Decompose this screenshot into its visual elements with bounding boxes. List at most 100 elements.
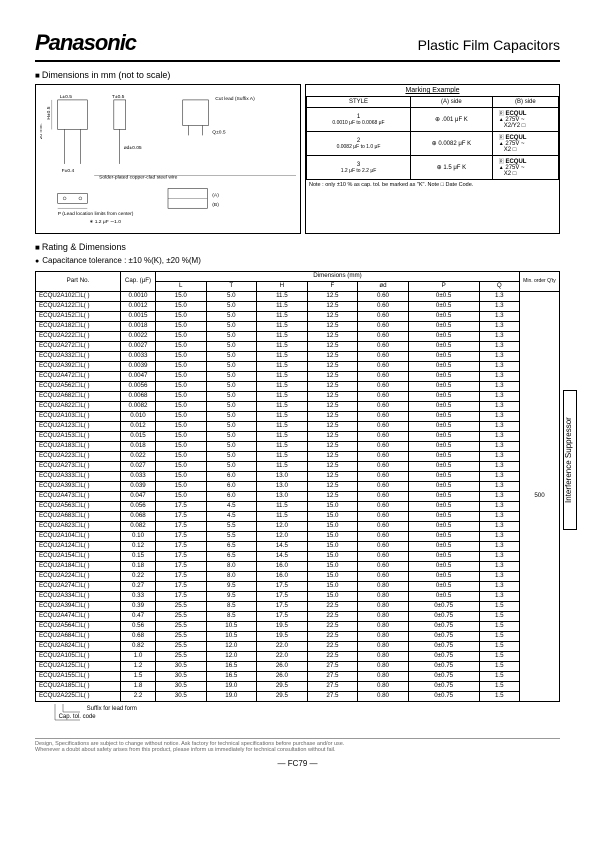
cell-d: 0.60 bbox=[358, 432, 409, 442]
cell-f: 27.5 bbox=[307, 682, 358, 692]
cell-f: 12.5 bbox=[307, 412, 358, 422]
cell-d: 0.80 bbox=[358, 692, 409, 702]
cell-p: 0±0.5 bbox=[408, 382, 479, 392]
label-h: H±0.5 bbox=[46, 106, 52, 119]
cell-h: 13.0 bbox=[257, 472, 308, 482]
cell-t: 5.0 bbox=[206, 342, 257, 352]
cell-f: 12.5 bbox=[307, 402, 358, 412]
cell-l: 15.0 bbox=[156, 422, 207, 432]
cell-d: 0.60 bbox=[358, 312, 409, 322]
table-row: ECQU2A222☐L( ) 0.0022 15.0 5.0 11.5 12.5… bbox=[36, 332, 560, 342]
cell-t: 5.0 bbox=[206, 362, 257, 372]
cell-d: 0.60 bbox=[358, 362, 409, 372]
cell-cap: 0.0033 bbox=[121, 352, 156, 362]
cell-t: 9.5 bbox=[206, 582, 257, 592]
cell-p: 0±0.5 bbox=[408, 502, 479, 512]
table-row: ECQU2A473☐L( ) 0.047 15.0 6.0 13.0 12.5 … bbox=[36, 492, 560, 502]
cell-f: 15.0 bbox=[307, 532, 358, 542]
cell-q: 1.5 bbox=[479, 632, 519, 642]
cell-q: 1.3 bbox=[479, 312, 519, 322]
cell-d: 0.60 bbox=[358, 512, 409, 522]
cell-d: 0.80 bbox=[358, 622, 409, 632]
cell-cap: 1.0 bbox=[121, 652, 156, 662]
cell-t: 10.5 bbox=[206, 622, 257, 632]
cell-l: 15.0 bbox=[156, 492, 207, 502]
cell-pn: ECQU2A124☐L( ) bbox=[36, 542, 121, 552]
cell-pn: ECQU2A563☐L( ) bbox=[36, 502, 121, 512]
cell-p: 0±0.5 bbox=[408, 522, 479, 532]
page-header: Panasonic Plastic Film Capacitors bbox=[35, 30, 560, 62]
marking-row: 10.0010 μF to 0.0068 μF ⊕ .001 μF K 🅁 EC… bbox=[307, 108, 559, 132]
label-l: L±0.5 bbox=[60, 94, 73, 100]
cell-t: 5.0 bbox=[206, 452, 257, 462]
cell-h: 17.5 bbox=[257, 612, 308, 622]
cell-p: 0±0.75 bbox=[408, 622, 479, 632]
cell-pn: ECQU2A332☐L( ) bbox=[36, 352, 121, 362]
cell-h: 19.5 bbox=[257, 632, 308, 642]
cell-l: 17.5 bbox=[156, 562, 207, 572]
cell-d: 0.80 bbox=[358, 592, 409, 602]
cell-d: 0.60 bbox=[358, 442, 409, 452]
cell-cap: 0.0015 bbox=[121, 312, 156, 322]
cell-p: 0±0.5 bbox=[408, 472, 479, 482]
cell-h: 11.5 bbox=[257, 372, 308, 382]
rating-heading: Rating & Dimensions bbox=[35, 242, 560, 252]
cell-pn: ECQU2A684☐L( ) bbox=[36, 632, 121, 642]
marking-example-box: Marking Example STYLE (A) side (B) side … bbox=[305, 84, 560, 234]
cell-p: 0±0.5 bbox=[408, 432, 479, 442]
cell-l: 15.0 bbox=[156, 432, 207, 442]
th-f: F bbox=[307, 282, 358, 292]
cell-q: 1.3 bbox=[479, 392, 519, 402]
table-row: ECQU2A185☐L( ) 1.8 30.5 19.0 29.5 27.5 0… bbox=[36, 682, 560, 692]
cell-q: 1.3 bbox=[479, 582, 519, 592]
cell-cap: 0.0082 bbox=[121, 402, 156, 412]
cell-h: 16.0 bbox=[257, 572, 308, 582]
cell-f: 12.5 bbox=[307, 312, 358, 322]
cell-cap: 0.082 bbox=[121, 522, 156, 532]
cell-p: 0±0.5 bbox=[408, 422, 479, 432]
cell-l: 15.0 bbox=[156, 462, 207, 472]
cell-f: 12.5 bbox=[307, 352, 358, 362]
table-row: ECQU2A822☐L( ) 0.0082 15.0 5.0 11.5 12.5… bbox=[36, 402, 560, 412]
table-row: ECQU2A472☐L( ) 0.0047 15.0 5.0 11.5 12.5… bbox=[36, 372, 560, 382]
cell-cap: 0.27 bbox=[121, 582, 156, 592]
cell-d: 0.60 bbox=[358, 302, 409, 312]
cell-d: 0.80 bbox=[358, 672, 409, 682]
cell-cap: 0.82 bbox=[121, 642, 156, 652]
cell-l: 15.0 bbox=[156, 302, 207, 312]
cell-l: 17.5 bbox=[156, 522, 207, 532]
cell-d: 0.60 bbox=[358, 572, 409, 582]
table-row: ECQU2A182☐L( ) 0.0018 15.0 5.0 11.5 12.5… bbox=[36, 322, 560, 332]
cell-q: 1.3 bbox=[479, 412, 519, 422]
cell-f: 22.5 bbox=[307, 642, 358, 652]
cell-pn: ECQU2A273☐L( ) bbox=[36, 462, 121, 472]
table-row: ECQU2A333☐L( ) 0.033 15.0 6.0 13.0 12.5 … bbox=[36, 472, 560, 482]
cell-p: 0±0.75 bbox=[408, 692, 479, 702]
cell-d: 0.60 bbox=[358, 422, 409, 432]
cell-d: 0.80 bbox=[358, 602, 409, 612]
cell-f: 27.5 bbox=[307, 672, 358, 682]
table-row: ECQU2A474☐L( ) 0.47 25.5 8.5 17.5 22.5 0… bbox=[36, 612, 560, 622]
cell-q: 1.3 bbox=[479, 322, 519, 332]
cell-l: 17.5 bbox=[156, 542, 207, 552]
cell-l: 17.5 bbox=[156, 572, 207, 582]
page-title: Plastic Film Capacitors bbox=[418, 37, 560, 53]
marking-head-b: (B) side bbox=[492, 97, 558, 108]
th-h: H bbox=[257, 282, 308, 292]
cell-cap: 1.2 bbox=[121, 662, 156, 672]
dimensions-heading: Dimensions in mm (not to scale) bbox=[35, 70, 560, 80]
cell-q: 1.3 bbox=[479, 372, 519, 382]
th-q: Q bbox=[479, 282, 519, 292]
cell-q: 1.5 bbox=[479, 692, 519, 702]
cell-f: 12.5 bbox=[307, 322, 358, 332]
cell-h: 11.5 bbox=[257, 412, 308, 422]
cell-p: 0±0.75 bbox=[408, 662, 479, 672]
cell-d: 0.60 bbox=[358, 402, 409, 412]
cell-q: 1.3 bbox=[479, 462, 519, 472]
cell-cap: 0.22 bbox=[121, 572, 156, 582]
dimensions-area: L±0.5 20 min. F±0.4 H±0.5 T±0.5 ød±0.05 … bbox=[35, 84, 560, 234]
cell-cap: 0.039 bbox=[121, 482, 156, 492]
page-number: — FC79 — bbox=[35, 759, 560, 768]
cell-pn: ECQU2A472☐L( ) bbox=[36, 372, 121, 382]
cell-pn: ECQU2A125☐L( ) bbox=[36, 662, 121, 672]
